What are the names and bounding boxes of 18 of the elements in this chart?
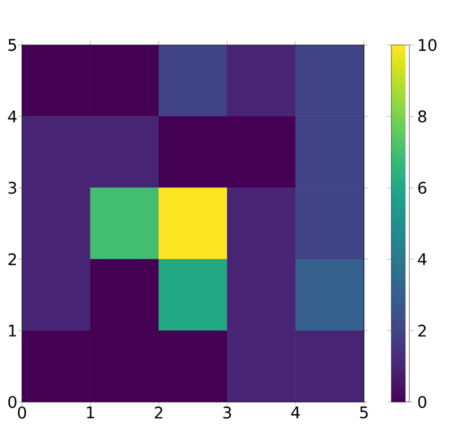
x-tick-label: 4 <box>291 406 300 418</box>
y-tick-label: 4 <box>8 110 17 122</box>
color-bar-label: 10 <box>418 38 436 52</box>
color-bar-label: 4 <box>418 253 426 266</box>
y-tick-label: 1 <box>9 324 16 336</box>
x-tick-label: 3 <box>223 406 231 419</box>
y-tick-label: 0 <box>8 396 16 408</box>
color-bar-label: 8 <box>418 110 426 122</box>
y-tick-label: 5 <box>8 39 16 51</box>
y-tick-label: 3 <box>8 182 16 194</box>
x-tick-label: 1 <box>87 406 94 418</box>
color-bar-label: 6 <box>418 182 426 194</box>
x-tick-label: 0 <box>18 406 26 419</box>
color-bar-label: 0 <box>418 396 426 408</box>
y-tick-label: 2 <box>8 253 16 266</box>
x-tick-label: 5 <box>360 406 368 418</box>
x-tick-label: 2 <box>154 406 162 418</box>
color-bar-label: 2 <box>418 324 426 337</box>
